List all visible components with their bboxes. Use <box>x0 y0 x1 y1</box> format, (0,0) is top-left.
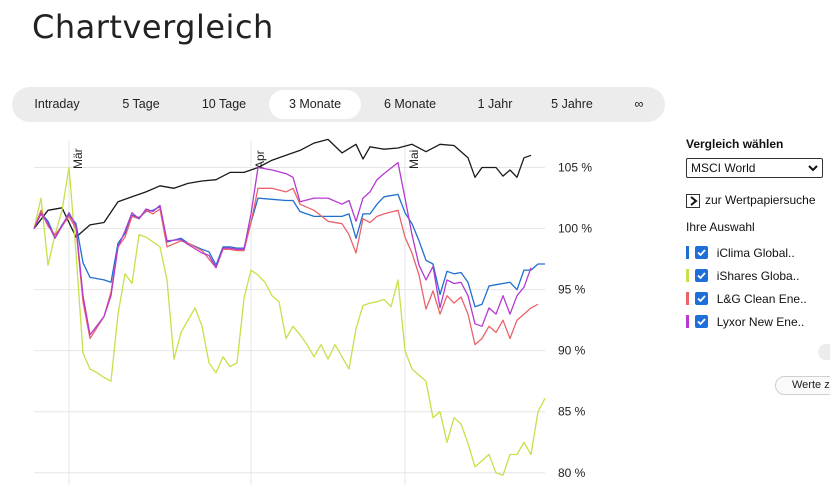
y-tick-label: 95 % <box>558 283 586 297</box>
comparison-sidebar: Vergleich wählen MSCI World zur Wertpapi… <box>686 0 830 485</box>
y-tick-label: 80 % <box>558 466 586 480</box>
x-month-label: Mär <box>71 148 85 169</box>
checkbox-checked-icon[interactable] <box>695 269 709 283</box>
securities-search-label: zur Wertpapiersuche <box>705 193 816 207</box>
selection-item-lyxor[interactable]: Lyxor New Ene.. <box>686 314 804 330</box>
comparison-chart: 80 % 85 % 90 % 95 % 100 % 105 % Mär Apr Mai <box>0 125 600 485</box>
y-tick-label: 100 % <box>558 222 592 236</box>
compare-select[interactable]: MSCI World <box>686 158 823 178</box>
time-range-tabbar: Intraday 5 Tage 10 Tage 3 Monate 6 Monat… <box>12 87 665 122</box>
y-tick-label: 85 % <box>558 405 586 419</box>
tab-6-monate[interactable]: 6 Monate <box>383 97 437 111</box>
series-color-swatch <box>686 269 689 283</box>
compare-heading: Vergleich wählen <box>686 137 784 151</box>
series-line <box>33 166 546 476</box>
tab-5-tage[interactable]: 5 Tage <box>122 97 160 111</box>
checkbox-checked-icon[interactable] <box>695 292 709 306</box>
tab-intraday[interactable]: Intraday <box>34 97 80 111</box>
tab-max[interactable]: ∞ <box>634 97 644 111</box>
x-month-label: Mai <box>407 150 421 169</box>
chart-canvas: 80 %85 %90 %95 %100 %105 %Mär Apr Mai <box>33 138 592 485</box>
compare-select-value: MSCI World <box>691 161 756 175</box>
selection-item-label: L&G Clean Ene.. <box>716 291 807 306</box>
checkbox-checked-icon[interactable] <box>695 246 709 260</box>
checkbox-checked-icon[interactable] <box>695 315 709 329</box>
selection-item-ishares[interactable]: iShares Globa.. <box>686 268 799 284</box>
tab-5-jahre[interactable]: 5 Jahre <box>551 97 593 111</box>
tab-1-jahr[interactable]: 1 Jahr <box>477 97 513 111</box>
selection-item-label: Lyxor New Ene.. <box>716 314 805 329</box>
y-tick-label: 90 % <box>558 344 586 358</box>
tab-3-monate[interactable]: 3 Monate <box>269 90 361 119</box>
selection-item-lg-clean[interactable]: L&G Clean Ene.. <box>686 291 807 307</box>
page-title: Chartvergleich <box>32 8 274 46</box>
chevron-right-icon <box>686 193 700 208</box>
selection-heading: Ihre Auswahl <box>686 220 755 234</box>
securities-search-link[interactable]: zur Wertpapiersuche <box>686 193 816 209</box>
selection-item-iclima[interactable]: iClima Global.. <box>686 245 795 261</box>
series-line <box>33 161 532 336</box>
display-toggle[interactable] <box>818 344 830 360</box>
chevron-down-icon <box>808 165 818 172</box>
series-color-swatch <box>686 315 689 329</box>
series-color-swatch <box>686 292 689 306</box>
tab-10-tage[interactable]: 10 Tage <box>201 97 247 111</box>
series-color-swatch <box>686 246 689 260</box>
series-line <box>33 138 532 238</box>
show-values-button[interactable]: Werte z <box>775 376 830 395</box>
series-line <box>33 193 545 308</box>
y-tick-label: 105 % <box>558 161 592 175</box>
selection-item-label: iShares Globa.. <box>716 268 800 283</box>
selection-item-label: iClima Global.. <box>716 245 795 260</box>
series-line <box>33 187 539 346</box>
